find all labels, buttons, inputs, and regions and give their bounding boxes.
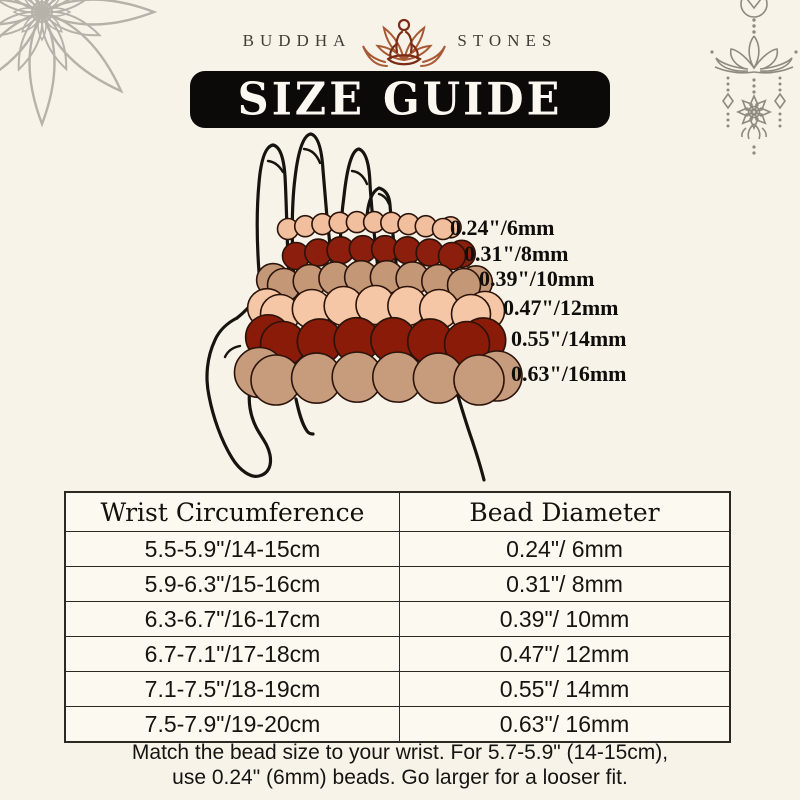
fit-note: Match the bead size to your wrist. For 5… (0, 740, 800, 790)
bead-size-label: 0.31"/8mm (464, 241, 569, 266)
size-guide-banner: SIZE GUIDE (190, 71, 610, 128)
wrist-value: 7.5-7.9"/19-20cm (66, 707, 400, 741)
table-row: 7.1-7.5"/18-19cm 0.55"/ 14mm (66, 671, 729, 706)
wrist-value: 7.1-7.5"/18-19cm (66, 672, 400, 706)
wrist-value: 5.9-6.3"/15-16cm (66, 567, 400, 601)
wrist-value: 6.7-7.1"/17-18cm (66, 637, 400, 671)
fit-note-line1: Match the bead size to your wrist. For 5… (131, 741, 669, 764)
table-header-row: Wrist Circumference Bead Diameter (66, 493, 729, 531)
bead-size-label: 0.24"/6mm (450, 215, 555, 240)
table-row: 5.5-5.9"/14-15cm 0.24"/ 6mm (66, 531, 729, 566)
bead-value: 0.55"/ 14mm (499, 675, 630, 702)
col-header-bead: Bead Diameter (469, 497, 660, 527)
bead-size-label: 0.39"/10mm (479, 266, 595, 291)
bead-size-label: 0.47"/12mm (503, 295, 619, 320)
table-row: 6.3-6.7"/16-17cm 0.39"/ 10mm (66, 601, 729, 636)
bead-value: 0.24"/ 6mm (506, 535, 623, 562)
col-header-wrist: Wrist Circumference (66, 493, 400, 531)
brand-name-left: BUDDHA (242, 31, 352, 50)
table-row: 5.9-6.3"/15-16cm 0.31"/ 8mm (66, 566, 729, 601)
brand-logo: BUDDHA STONES (0, 10, 800, 72)
bead-value: 0.63"/ 16mm (499, 710, 630, 737)
bead-size-label: 0.63"/16mm (511, 361, 627, 386)
size-table: Wrist Circumference Bead Diameter 5.5-5.… (64, 491, 731, 743)
bead-value: 0.39"/ 10mm (499, 605, 630, 632)
table-row: 6.7-7.1"/17-18cm 0.47"/ 12mm (66, 636, 729, 671)
bead-size-label: 0.55"/14mm (511, 326, 627, 351)
table-row: 7.5-7.9"/19-20cm 0.63"/ 16mm (66, 706, 729, 741)
bead-value: 0.31"/ 8mm (506, 570, 623, 597)
banner-title: SIZE GUIDE (237, 73, 563, 126)
fit-note-line2: use 0.24" (6mm) beads. Go larger for a l… (172, 766, 628, 789)
brand-name-right: STONES (457, 31, 558, 50)
bead-strands (233, 210, 523, 406)
wrist-value: 5.5-5.9"/14-15cm (66, 532, 400, 566)
wrist-value: 6.3-6.7"/16-17cm (66, 602, 400, 636)
brand-lotus-icon (362, 18, 447, 67)
bead-value: 0.47"/ 12mm (499, 640, 630, 667)
